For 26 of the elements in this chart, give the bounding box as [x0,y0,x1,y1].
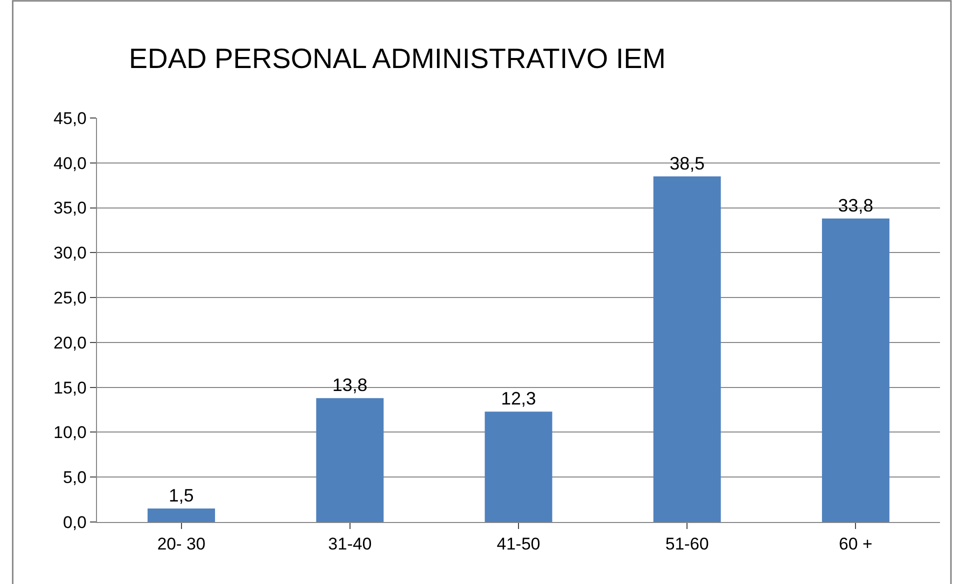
y-tick-label: 5,0 [62,468,87,488]
data-label: 12,3 [500,388,536,409]
y-tick-label: 20,0 [54,333,87,352]
data-label: 13,8 [332,375,368,396]
y-tick-label: 15,0 [54,378,87,398]
x-tick-label: 51-60 [665,534,709,554]
y-tick-label: 45,0 [54,108,87,128]
y-tick-label: 10,0 [54,423,87,442]
y-tick-label: 35,0 [54,198,87,218]
x-tick-label: 60 + [838,534,873,554]
x-tick-label: 41-50 [496,534,540,554]
bar [484,412,552,522]
data-label: 38,5 [670,153,705,174]
bar [148,508,216,522]
y-tick-label: 0,0 [62,512,87,532]
bar [316,398,384,522]
data-label: 33,8 [838,196,874,216]
x-tick-label: 20- 30 [157,534,206,554]
bar [822,218,890,522]
bar [653,176,721,522]
data-label: 1,5 [168,486,194,506]
chart-title: EDAD PERSONAL ADMINISTRATIVO IEM [128,43,666,74]
x-tick-label: 31-40 [328,534,372,554]
y-tick-label: 25,0 [54,288,87,308]
y-tick-label: 40,0 [54,154,87,173]
y-tick-label: 30,0 [54,244,87,263]
